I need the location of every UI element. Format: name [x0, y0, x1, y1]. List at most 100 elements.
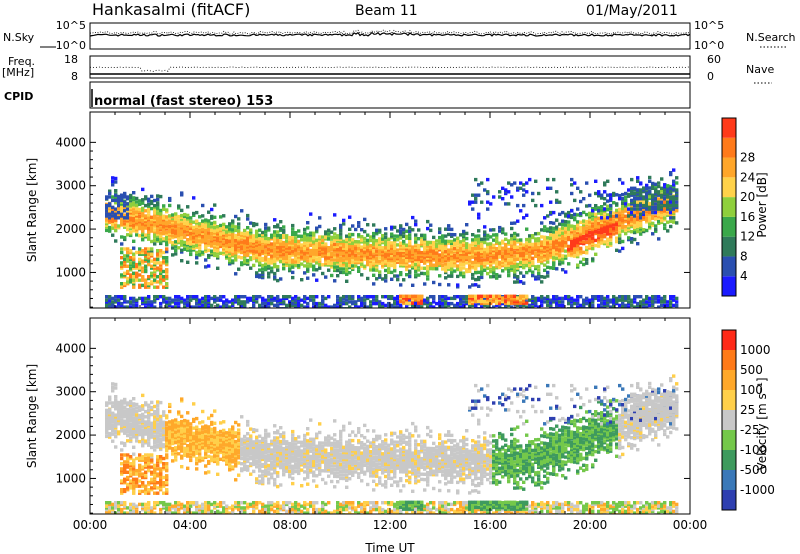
power-cell: [474, 267, 478, 271]
power-cell: [486, 200, 490, 204]
power-cell: [630, 216, 634, 220]
power-cell: [465, 268, 469, 272]
power-cell: [330, 246, 334, 250]
power-cell: [177, 295, 181, 299]
power-cell: [612, 298, 616, 302]
power-cell: [246, 296, 250, 301]
power-cell: [270, 270, 274, 274]
power-cell: [384, 253, 388, 257]
power-cell: [357, 269, 361, 273]
power-cell: [672, 295, 676, 299]
power-cell: [507, 239, 511, 243]
power-cell: [189, 237, 193, 241]
power-cell: [444, 234, 448, 238]
power-cell: [336, 268, 340, 273]
power-cell: [108, 295, 112, 299]
power-cell: [483, 225, 487, 229]
power-cell: [399, 271, 403, 275]
power-cell: [312, 305, 316, 308]
power-cell: [192, 220, 196, 224]
power-cell: [546, 214, 550, 218]
power-cell: [603, 190, 607, 194]
power-cell: [570, 296, 574, 301]
power-cell: [432, 296, 436, 301]
power-cell: [243, 228, 247, 233]
power-cell: [252, 263, 256, 268]
power-cell: [405, 294, 409, 298]
power-cell: [141, 275, 145, 279]
power-cell: [591, 296, 595, 301]
power-cell: [447, 296, 451, 301]
power-cell: [357, 259, 361, 263]
power-cell: [147, 252, 151, 256]
power-cell: [639, 222, 643, 226]
power-cell: [423, 298, 427, 302]
power-cell: [135, 300, 139, 304]
power-cell: [666, 200, 670, 204]
power-cell: [516, 301, 520, 305]
power-cell: [549, 266, 553, 270]
power-cell: [477, 193, 481, 197]
power-cell: [486, 256, 490, 260]
power-cell: [123, 222, 127, 226]
power-cell: [108, 216, 112, 220]
power-cell: [603, 219, 607, 223]
power-cell: [225, 303, 229, 308]
power-cell: [663, 211, 667, 215]
power-cell: [120, 204, 124, 208]
power-cell: [567, 236, 571, 240]
power-cell: [267, 242, 271, 246]
power-cell: [474, 238, 478, 242]
power-cell: [255, 296, 259, 301]
power-cell: [231, 228, 235, 232]
power-cell: [597, 190, 601, 194]
power-cell: [660, 195, 664, 199]
power-cell: [480, 251, 484, 255]
power-cell: [186, 241, 190, 245]
power-cell: [135, 298, 139, 302]
power-cell: [177, 246, 181, 250]
power-cell: [144, 257, 148, 262]
power-cell: [387, 237, 391, 241]
power-cell: [612, 218, 616, 222]
power-cell: [453, 269, 457, 273]
power-cell: [213, 236, 217, 240]
power-cell: [351, 260, 355, 265]
power-cell: [273, 225, 277, 229]
power-cell: [144, 203, 148, 208]
power-cell: [408, 259, 412, 263]
power-cell: [132, 256, 136, 260]
power-cell: [237, 301, 241, 306]
power-cell: [444, 241, 448, 245]
power-cell: [342, 270, 346, 275]
power-cell: [150, 275, 154, 279]
power-cell: [240, 240, 244, 244]
power-cell: [561, 254, 565, 258]
power-cell: [180, 259, 184, 263]
power-cell: [477, 246, 481, 250]
power-cell: [207, 300, 211, 304]
power-cell: [195, 224, 199, 229]
power-cell: [600, 220, 604, 224]
power-cell: [318, 245, 322, 250]
power-cell: [315, 238, 319, 242]
power-cell: [522, 183, 526, 187]
power-cell: [429, 303, 433, 308]
power-cell: [123, 282, 127, 286]
power-cell: [294, 239, 298, 243]
power-cell: [237, 231, 241, 235]
power-cell: [636, 295, 640, 299]
power-cell: [153, 219, 157, 223]
power-cell: [585, 228, 589, 232]
power-cell: [654, 295, 658, 299]
power-cell: [453, 260, 457, 265]
power-cell: [645, 183, 649, 188]
power-cell: [504, 299, 508, 304]
power-cell: [621, 203, 625, 207]
power-cell: [213, 231, 217, 235]
power-cell: [372, 240, 376, 244]
power-cell: [165, 215, 169, 219]
power-cell: [171, 253, 175, 257]
power-cell: [333, 246, 337, 250]
power-cell: [162, 275, 166, 279]
